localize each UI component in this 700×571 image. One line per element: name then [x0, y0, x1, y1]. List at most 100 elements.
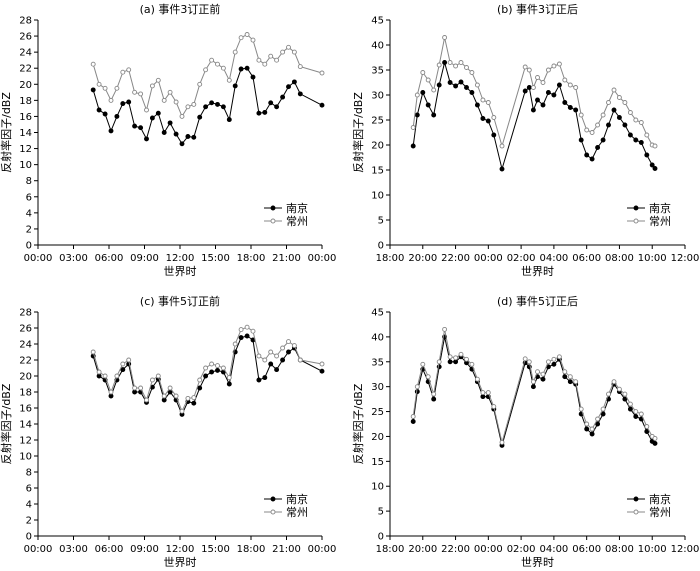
y-tick-label: 2: [26, 224, 32, 235]
data-point: [595, 122, 601, 128]
data-point: [197, 385, 203, 391]
data-point: [226, 77, 232, 83]
data-point: [297, 357, 303, 363]
data-point: [638, 411, 644, 417]
data-point: [485, 390, 491, 396]
data-point: [652, 166, 658, 171]
data-point: [256, 57, 262, 63]
data-point: [274, 57, 280, 63]
data-point: [480, 116, 486, 121]
data-point: [600, 137, 606, 143]
y-tick-label: 6: [26, 192, 32, 203]
data-point: [238, 335, 244, 341]
data-point: [474, 376, 480, 382]
data-point: [161, 130, 167, 135]
series-changzhou: [90, 324, 325, 414]
data-point: [161, 397, 167, 403]
legend-marker: [270, 205, 276, 211]
data-point: [149, 115, 155, 121]
data-point: [102, 85, 108, 91]
data-point: [464, 356, 469, 362]
data-point: [522, 64, 528, 70]
data-point: [96, 81, 102, 87]
data-point: [499, 143, 505, 149]
legend-marker: [633, 509, 639, 515]
data-point: [578, 406, 584, 412]
x-axis-title: 世界时: [521, 265, 554, 278]
x-tick-label: 00:00: [24, 544, 53, 555]
y-tick-label: 25: [371, 407, 384, 418]
data-point: [126, 67, 132, 73]
data-point: [268, 349, 274, 355]
y-tick-label: 0: [26, 532, 32, 543]
data-point: [540, 80, 546, 85]
data-point: [540, 371, 546, 377]
data-point: [197, 377, 203, 383]
legend-label: 常州: [286, 215, 308, 228]
y-tick-label: 10: [371, 191, 384, 202]
data-point: [562, 374, 568, 380]
data-point: [197, 81, 203, 87]
data-point: [606, 122, 611, 128]
y-tick-label: 5: [378, 216, 384, 227]
y-tick-label: 40: [371, 332, 384, 343]
x-axis-title: 世界时: [164, 556, 197, 567]
x-tick-label: 06:00: [572, 544, 601, 555]
data-point: [469, 361, 475, 367]
data-point: [584, 426, 590, 432]
y-axis-title: 反射率因子/dBZ: [351, 92, 365, 173]
data-point: [410, 125, 416, 130]
data-point: [622, 396, 628, 402]
data-point: [96, 107, 102, 113]
data-point: [220, 365, 226, 371]
data-point: [442, 35, 448, 40]
data-point: [530, 379, 536, 385]
data-point: [633, 137, 639, 143]
x-tick-label: 03:00: [59, 253, 88, 264]
data-point: [144, 397, 149, 403]
series-line: [412, 37, 656, 148]
data-point: [155, 110, 161, 116]
data-point: [291, 79, 297, 85]
data-point: [90, 87, 96, 93]
data-point: [442, 60, 448, 65]
data-point: [250, 328, 256, 334]
legend-label: 常州: [649, 215, 671, 228]
y-tick-label: 24: [19, 48, 32, 59]
data-point: [420, 70, 426, 75]
data-point: [633, 409, 639, 415]
data-point: [622, 100, 628, 105]
y-tick-label: 26: [19, 32, 32, 43]
data-point: [108, 393, 114, 399]
y-tick-label: 8: [26, 176, 32, 187]
data-point: [132, 385, 138, 391]
data-point: [431, 87, 437, 93]
data-point: [652, 435, 658, 441]
data-point: [474, 82, 480, 88]
data-point: [573, 379, 579, 385]
data-point: [522, 88, 528, 94]
data-point: [155, 77, 161, 83]
data-point: [167, 89, 173, 95]
data-point: [132, 389, 138, 395]
x-tick-label: 00:00: [308, 253, 337, 264]
x-tick-label: 12:00: [671, 544, 700, 555]
data-point: [297, 64, 303, 70]
y-tick-label: 22: [19, 64, 32, 75]
data-point: [649, 162, 655, 168]
data-point: [526, 67, 532, 73]
data-point: [126, 99, 132, 105]
data-point: [108, 128, 114, 134]
x-tick-label: 18:00: [376, 253, 405, 264]
data-point: [220, 104, 226, 110]
data-point: [209, 369, 215, 375]
x-axis-title: 世界时: [164, 265, 197, 278]
x-tick-label: 20:00: [408, 544, 437, 555]
y-tick-label: 28: [19, 308, 32, 319]
y-tick-label: 45: [371, 16, 384, 27]
data-point: [319, 368, 325, 374]
x-tick-label: 21:00: [272, 544, 301, 555]
